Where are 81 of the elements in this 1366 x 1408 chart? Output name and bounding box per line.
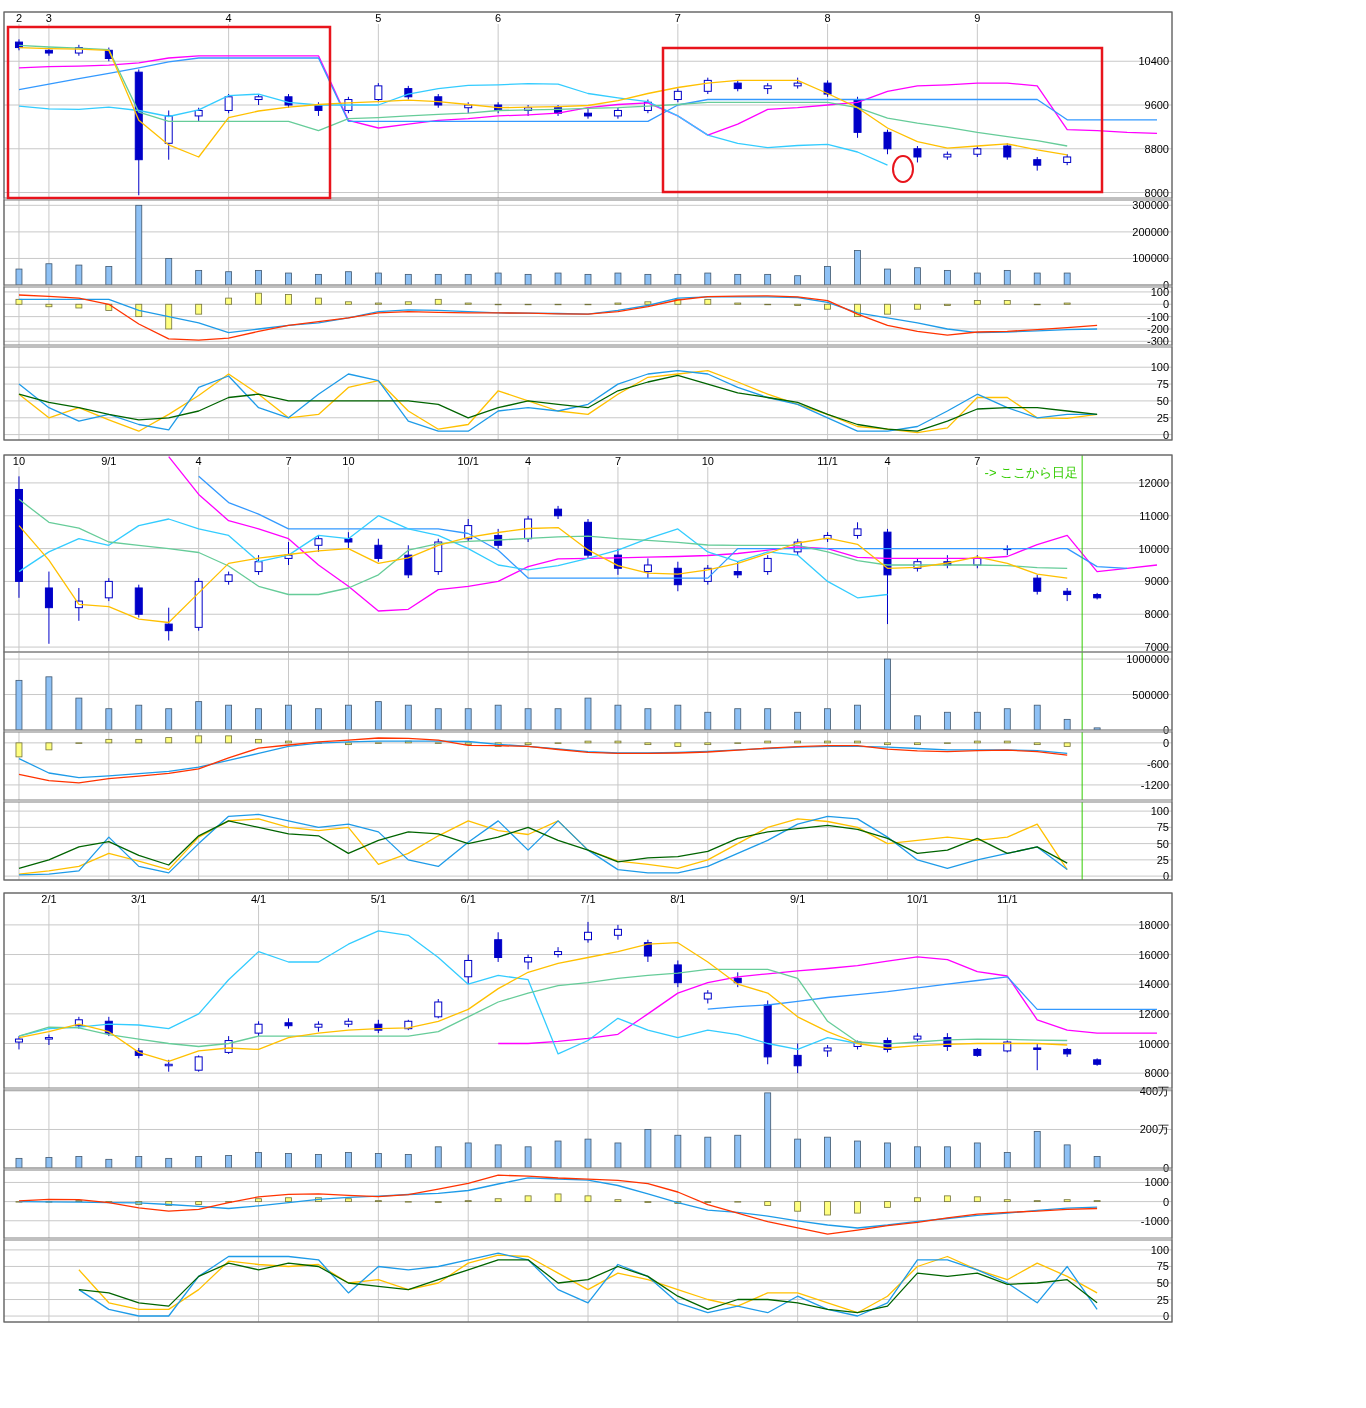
x-tick-label: 2 — [15, 12, 23, 24]
x-tick-label: 5 — [375, 12, 382, 24]
y-tick-label: 100 — [1150, 1243, 1169, 1256]
x-tick-label: 7 — [674, 12, 681, 24]
x-tick-label: 9/1 — [101, 455, 117, 467]
y-tick-label: -1200 — [1140, 778, 1169, 791]
y-tick-label: 200万 — [1139, 1123, 1169, 1136]
x-tick-label: 2/1 — [41, 893, 57, 905]
y-tick-label: 10400 — [1138, 55, 1169, 68]
y-tick-label: 9000 — [1144, 575, 1169, 588]
y-tick-label: 50 — [1156, 394, 1169, 407]
x-tick-label: 3/1 — [131, 893, 147, 905]
y-tick-label: 75 — [1156, 1260, 1169, 1273]
y-tick-label: 11000 — [1139, 509, 1169, 522]
y-tick-label: 100 — [1150, 361, 1169, 374]
x-tick-label: 6 — [495, 12, 502, 24]
y-tick-label: 400万 — [1139, 1084, 1169, 1097]
y-tick-label: 18000 — [1138, 918, 1169, 931]
x-tick-label: 10/1 — [457, 455, 479, 467]
y-tick-label: 50 — [1156, 1276, 1169, 1289]
x-tick-label: 7 — [285, 455, 292, 467]
x-tick-label: 10 — [342, 455, 355, 467]
x-tick-label: 4 — [884, 455, 891, 467]
y-tick-label: 0 — [1162, 870, 1169, 883]
y-tick-label: 300000 — [1132, 199, 1169, 212]
y-tick-label: 25 — [1156, 853, 1169, 866]
y-tick-label: 50 — [1156, 837, 1169, 850]
y-tick-label: 0 — [1162, 736, 1169, 749]
x-tick-label: 7/1 — [580, 893, 596, 905]
x-tick-label: 11/1 — [996, 893, 1018, 905]
y-tick-label: -1000 — [1140, 1214, 1169, 1227]
y-tick-label: 0 — [1162, 428, 1169, 441]
y-tick-label: 75 — [1156, 821, 1169, 834]
x-tick-label: 6/1 — [460, 893, 476, 905]
x-tick-label: 10/1 — [906, 893, 929, 905]
y-tick-label: 25 — [1156, 1293, 1169, 1306]
y-tick-label: 100 — [1150, 805, 1169, 818]
y-tick-label: 16000 — [1138, 948, 1169, 961]
y-tick-label: 75 — [1156, 378, 1169, 391]
y-tick-label: 8800 — [1144, 142, 1169, 155]
y-tick-label: 8000 — [1144, 608, 1169, 621]
y-tick-label: 8000 — [1144, 186, 1169, 199]
x-tick-label: 10 — [701, 455, 714, 467]
y-tick-label: 7000 — [1144, 641, 1169, 654]
x-tick-label: 7 — [614, 455, 622, 467]
y-tick-label: 0 — [1162, 724, 1169, 736]
y-tick-label: 0 — [1162, 1162, 1169, 1174]
annotation: -> ここから日足 — [984, 465, 1079, 480]
y-tick-label: 1000 — [1144, 1176, 1169, 1189]
y-tick-label: 1000000 — [1126, 653, 1169, 666]
x-tick-label: 3 — [45, 12, 52, 24]
x-tick-label: 5/1 — [370, 893, 387, 905]
x-tick-label: 9/1 — [789, 893, 806, 905]
y-tick-label: 8000 — [1144, 1067, 1169, 1080]
x-tick-label: 9 — [974, 12, 981, 24]
y-tick-label: -200 — [1146, 322, 1169, 335]
y-tick-label: 0 — [1162, 1195, 1169, 1208]
y-tick-label: -600 — [1146, 757, 1169, 770]
y-tick-label: 200000 — [1132, 225, 1169, 238]
x-tick-label: 4 — [525, 455, 532, 467]
y-tick-label: 12000 — [1138, 476, 1169, 489]
x-tick-label: 8/1 — [670, 893, 686, 905]
x-tick-label: 11/1 — [817, 455, 838, 467]
x-tick-label: 7 — [974, 455, 981, 467]
y-tick-label: 12000 — [1138, 1007, 1169, 1020]
x-tick-label: 4 — [195, 455, 202, 467]
x-tick-label: 10 — [12, 455, 26, 467]
y-tick-label: 10000 — [1138, 1037, 1169, 1050]
y-tick-label: 0 — [1162, 1310, 1169, 1323]
y-tick-label: 14000 — [1138, 978, 1169, 991]
y-tick-label: 25 — [1156, 411, 1169, 424]
y-tick-label: 500000 — [1132, 688, 1169, 701]
y-tick-label: 9600 — [1144, 99, 1169, 111]
x-tick-label: 8 — [824, 12, 831, 24]
x-tick-label: 4/1 — [250, 893, 267, 905]
y-tick-label: 100000 — [1132, 252, 1169, 265]
y-tick-label: 0 — [1162, 298, 1169, 311]
y-tick-label: -300 — [1146, 335, 1169, 348]
x-tick-label: 4 — [225, 12, 232, 24]
y-tick-label: 10000 — [1138, 542, 1169, 555]
y-tick-label: -100 — [1146, 310, 1169, 323]
